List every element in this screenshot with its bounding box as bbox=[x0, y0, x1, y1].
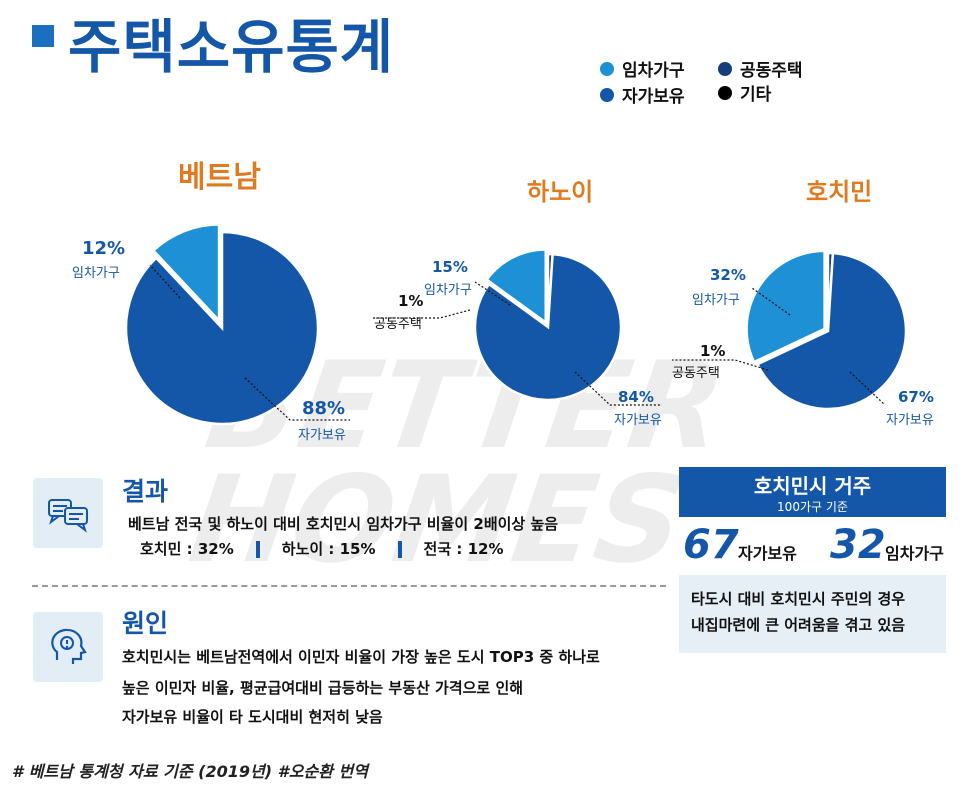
hanoi-apartment-value: 1% bbox=[398, 292, 424, 310]
legend-dot-icon bbox=[600, 61, 614, 76]
leader-line bbox=[474, 281, 511, 306]
chart-title-hcm: 호치민 bbox=[806, 178, 873, 206]
legend-label: 자가보유 bbox=[622, 87, 685, 107]
leader-line bbox=[574, 371, 662, 406]
hcm-apartment-value: 1% bbox=[700, 342, 726, 360]
title-marker bbox=[32, 25, 54, 47]
hanoi-rent-value: 15% bbox=[432, 258, 468, 276]
legend-label: 공동주택 bbox=[740, 61, 803, 81]
hcm-title: 호치민시 거주 bbox=[753, 474, 872, 498]
hcm-description-box bbox=[679, 575, 946, 653]
stat-value: 15% bbox=[339, 540, 376, 558]
cause-heading: 원인 bbox=[122, 609, 169, 638]
legend-label: 기타 bbox=[740, 85, 772, 105]
hanoi-own-value: 84% bbox=[618, 388, 654, 406]
head-lightbulb-icon bbox=[33, 612, 103, 682]
source-footer: # 베트남 통계청 자료 기준 (2019년) #오순환 번역 bbox=[12, 762, 368, 781]
vietnam-rent-value: 12% bbox=[82, 238, 126, 259]
result-heading: 결과 bbox=[122, 477, 169, 506]
hcm-header bbox=[679, 467, 946, 517]
hcm-rent-label: 임차가구 bbox=[692, 293, 740, 308]
separator bbox=[397, 541, 402, 558]
hcm-own-value: 67% bbox=[898, 388, 934, 406]
stat-value: 32% bbox=[197, 540, 234, 558]
divider bbox=[32, 585, 666, 587]
cause-line: 호치민시는 베트남전역에서 이민자 비율이 가장 높은 도시 TOP3 중 하나… bbox=[122, 648, 600, 666]
hcm-subtitle: 100가구 기준 bbox=[777, 500, 848, 514]
vietnam-pie-slice-1 bbox=[124, 230, 320, 426]
legend-item-other: 기타 bbox=[718, 80, 771, 105]
cause-line: 높은 이민자 비율, 평균급여대비 급등하는 부동산 가격으로 인해 bbox=[122, 679, 524, 697]
legend-item-rent: 임차가구 bbox=[600, 56, 685, 81]
hcm-own-label: 자가보유 bbox=[886, 413, 934, 428]
page-title: 주택소유통계 bbox=[68, 13, 395, 81]
legend-item-own: 자가보유 bbox=[600, 82, 685, 107]
vietnam-rent-label: 임차가구 bbox=[72, 266, 120, 281]
cause-line: 자가보유 비율이 타 도시대비 현저히 낮음 bbox=[122, 708, 383, 726]
legend-item-apartment: 공동주택 bbox=[718, 56, 803, 81]
chart-title-vietnam: 베트남 bbox=[178, 160, 261, 195]
hcm-pie-slice-2 bbox=[755, 251, 908, 411]
stat-label: 호치민 : bbox=[140, 540, 193, 558]
leader-line bbox=[849, 371, 886, 406]
hcm-pie-slice-0 bbox=[745, 249, 826, 364]
hcm-description: 내집마련에 큰 어려움을 겪고 있음 bbox=[691, 616, 906, 634]
vietnam-own-label: 자가보유 bbox=[298, 428, 346, 443]
hanoi-rent-label: 임차가구 bbox=[424, 283, 472, 298]
leader-line bbox=[372, 309, 471, 319]
vietnam-pie-slice-0 bbox=[151, 223, 221, 324]
stat-label: 전국 : bbox=[423, 540, 463, 558]
pie-charts bbox=[124, 223, 908, 426]
leader-line bbox=[149, 264, 181, 299]
result-stats: 호치민 : 32% 하노이 : 15% 전국 : 12% bbox=[140, 538, 504, 559]
legend-dot-icon bbox=[718, 61, 732, 76]
stat-label: 하노이 : bbox=[281, 540, 335, 558]
legend-dot-icon bbox=[718, 85, 732, 100]
vietnam-own-value: 88% bbox=[302, 398, 346, 419]
stat-value: 12% bbox=[467, 540, 504, 558]
hcm-rent-value: 32% bbox=[710, 266, 746, 284]
hanoi-pie-slice-2 bbox=[473, 252, 623, 402]
hanoi-apartment-label: 공동주택 bbox=[374, 317, 422, 332]
hanoi-own-label: 자가보유 bbox=[614, 413, 662, 428]
hcm-rent-number-label: 임차가구 bbox=[885, 544, 944, 563]
hcm-own-number-label: 자가보유 bbox=[738, 544, 797, 563]
hcm-apartment-label: 공동주택 bbox=[672, 366, 720, 381]
leader-line bbox=[244, 377, 350, 421]
hcm-rent-number: 32 bbox=[830, 522, 886, 568]
hcm-own-number: 67 bbox=[683, 522, 739, 568]
result-text: 베트남 전국 및 하노이 대비 호치민시 임차가구 비율이 2배이상 높음 bbox=[128, 515, 559, 533]
chart-title-hanoi: 하노이 bbox=[527, 178, 594, 206]
separator bbox=[255, 541, 260, 558]
legend-label: 임차가구 bbox=[622, 61, 685, 81]
leader-line bbox=[672, 359, 769, 371]
legend-dot-icon bbox=[600, 87, 614, 102]
hanoi-pie-slice-0 bbox=[484, 248, 547, 325]
hcm-description: 타도시 대비 호치민시 주민의 경우 bbox=[691, 590, 906, 608]
chat-icon bbox=[33, 478, 103, 548]
